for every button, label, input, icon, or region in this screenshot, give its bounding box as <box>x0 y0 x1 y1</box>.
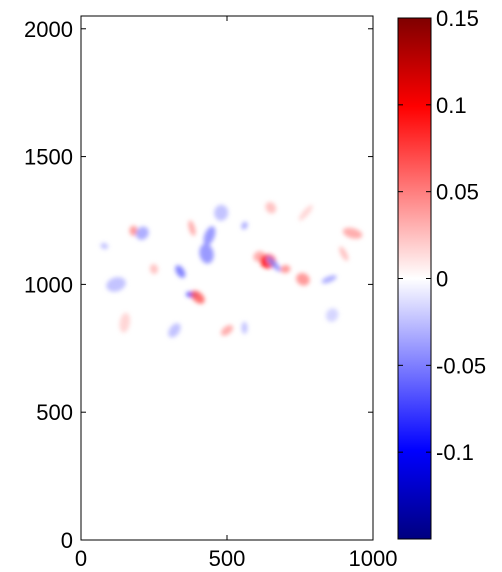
field-patch <box>129 225 138 236</box>
field-patches <box>100 201 363 338</box>
y-tick-label: 500 <box>36 400 73 425</box>
field-patch <box>241 321 248 334</box>
y-tick-label: 2000 <box>24 17 73 42</box>
field-patch <box>203 226 216 246</box>
colorbar-ticks: 0.15 0.1 0.05 0 -0.05 -0.1 <box>398 6 486 465</box>
field-patch <box>241 221 248 230</box>
plot-background <box>81 16 373 540</box>
field-patch <box>175 265 186 278</box>
field-patch <box>119 312 130 333</box>
field-patch <box>342 227 363 239</box>
field-patch <box>190 290 205 304</box>
field-patch <box>149 264 159 275</box>
field-patch <box>280 265 291 274</box>
field-patch <box>298 205 313 221</box>
field-patch <box>214 204 229 221</box>
field-patch <box>321 275 337 284</box>
y-axis: 0 500 1000 1500 2000 <box>24 17 373 553</box>
field-patch <box>265 201 277 214</box>
plot-area: 0 500 1000 0 500 1000 1500 2000 <box>24 15 398 571</box>
y-tick-label: 0 <box>61 528 73 553</box>
field-patch <box>106 277 126 292</box>
field-patch <box>135 226 149 240</box>
colorbar-gradient <box>397 17 432 540</box>
field-patch <box>296 272 310 286</box>
field-patch <box>266 256 281 272</box>
x-tick-label: 500 <box>209 546 246 571</box>
colorbar-tick-label: 0.15 <box>436 6 479 31</box>
y-tick-label: 1000 <box>24 272 73 297</box>
field-patch <box>188 220 196 236</box>
colorbar-tick-label: 0.1 <box>436 93 467 118</box>
field-patch <box>100 242 109 250</box>
field-patch <box>199 243 214 264</box>
colorbar-tick-label: 0.05 <box>436 180 479 205</box>
x-tick-label: 0 <box>75 546 87 571</box>
colorbar-tick-label: -0.1 <box>436 440 474 465</box>
colorbar: 0.15 0.1 0.05 0 -0.05 -0.1 <box>397 6 486 540</box>
field-patch <box>168 323 181 338</box>
x-tick-label: 1000 <box>349 546 398 571</box>
y-tick-label: 1500 <box>24 145 73 170</box>
field-patch <box>220 325 234 336</box>
colorbar-tick-label: -0.05 <box>436 353 486 378</box>
x-axis: 0 500 1000 <box>75 16 398 571</box>
field-patch <box>339 246 349 261</box>
field-patch <box>325 308 339 322</box>
colorbar-tick-label: 0 <box>436 267 448 292</box>
